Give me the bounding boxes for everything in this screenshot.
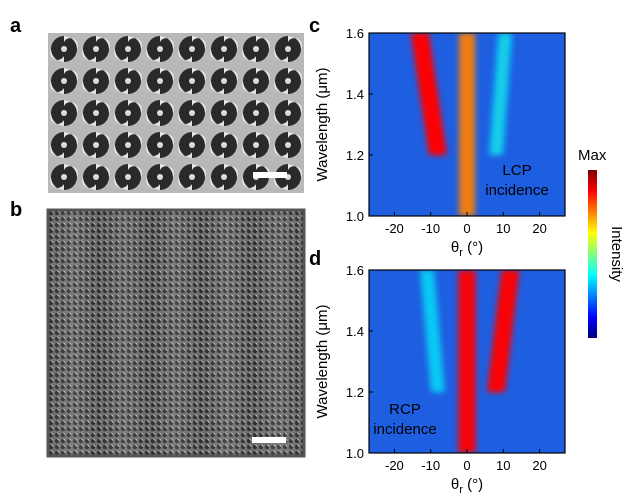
chart-data-0-annotation-0: LCP bbox=[502, 162, 531, 179]
chart-data-1-xtick-label-1: -10 bbox=[421, 458, 440, 473]
colorbar-max-label: Max bbox=[578, 147, 607, 164]
chart-data-0-annotation-1: incidence bbox=[485, 182, 548, 199]
chart-data-0-band-core-first-order bbox=[418, 33, 440, 156]
colorbar bbox=[588, 170, 597, 338]
chart-data-0-ytick-label-3: 1.6 bbox=[346, 26, 364, 41]
chart-data-0-ytick-label-1: 1.2 bbox=[346, 148, 364, 163]
chart-data-0-ytick-label-2: 1.4 bbox=[346, 87, 364, 102]
chart-data-1-xlabel: θr (°) bbox=[451, 476, 483, 496]
chart-data-1-band-core-weak bbox=[425, 270, 440, 393]
chart-data-1-xtick-label-4: 20 bbox=[532, 458, 546, 473]
chart-data-1-ylabel: Wavelength (μm) bbox=[314, 305, 331, 419]
scale-bar-b bbox=[252, 437, 286, 443]
heatmap-rcp: -20 -10 0 10 20 1.0 1.2 1.4 1.6 θr (°) Wavelength … bbox=[314, 263, 566, 496]
panel-label-d: d bbox=[309, 248, 321, 270]
chart-data-1-xtick-label-0: -20 bbox=[385, 458, 404, 473]
heatmap-lcp: -20 -10 0 10 20 1.0 1.2 1.4 1.6 θr (°) Wavelength … bbox=[314, 26, 566, 259]
chart-data-1-annotation-0: RCP bbox=[389, 401, 421, 418]
sem-image-b-columns bbox=[48, 210, 304, 456]
chart-data-1-ytick-label-3: 1.6 bbox=[346, 263, 364, 278]
scale-bar-a bbox=[253, 172, 287, 178]
chart-data-0-ytick-label-0: 1.0 bbox=[346, 209, 364, 224]
chart-data-0-xtick-label-2: 0 bbox=[463, 221, 470, 236]
chart-data-0-xtick-label-3: 10 bbox=[496, 221, 510, 236]
chart-data-1-ytick-label-2: 1.4 bbox=[346, 324, 364, 339]
chart-data-1-xtick-label-2: 0 bbox=[463, 458, 470, 473]
chart-data-0-xtick-label-0: -20 bbox=[385, 221, 404, 236]
sem-image-a bbox=[48, 33, 304, 193]
chart-data-0-xtick-label-4: 20 bbox=[532, 221, 546, 236]
chart-data-1-ytick-label-0: 1.0 bbox=[346, 446, 364, 461]
chart-data-1-ytick-label-1: 1.2 bbox=[346, 385, 364, 400]
chart-data-0-band-core-weak bbox=[494, 33, 507, 156]
chart-data-0-xlabel: θr (°) bbox=[451, 239, 483, 259]
panel-label-c: c bbox=[309, 15, 320, 37]
chart-data-1-annotation-1: incidence bbox=[373, 421, 436, 438]
chart-data-1-band-core-first-order bbox=[494, 270, 513, 393]
panel-label-b: b bbox=[10, 199, 22, 221]
panel-label-a: a bbox=[10, 15, 22, 37]
chart-data-0-xtick-label-1: -10 bbox=[421, 221, 440, 236]
chart-data-0-ylabel: Wavelength (μm) bbox=[314, 68, 331, 182]
chart-data-1-xtick-label-3: 10 bbox=[496, 458, 510, 473]
colorbar-axis-label: Intensity bbox=[608, 226, 625, 282]
sem-image-b-frame bbox=[46, 208, 306, 458]
